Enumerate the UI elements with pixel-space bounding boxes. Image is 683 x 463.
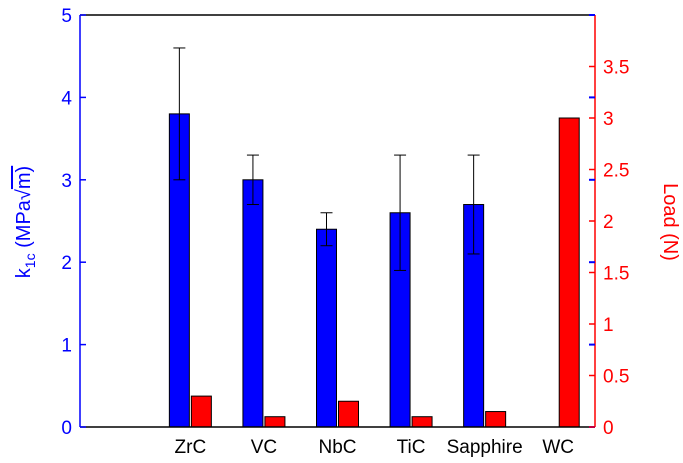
x-tick-label-vc: VC (251, 437, 277, 458)
y-axis-left-title-k: k (13, 267, 35, 278)
axes-layer (79, 14, 596, 428)
bars-layer (168, 113, 580, 428)
errorbar-nbc (320, 212, 333, 247)
errorbar-tic (394, 154, 407, 271)
x-tick-label-nbc: NbC (318, 437, 356, 458)
y-right-tick-label: 3.5 (603, 58, 629, 79)
x-tick-label-wc: WC (542, 437, 574, 458)
bar-load-tic (411, 416, 433, 428)
errorbar-sapphire (467, 154, 480, 255)
y-right-tick-label: 2 (603, 212, 614, 233)
y-axis-left-title: k1c (MPa√m) (13, 166, 38, 278)
ticks-layer: ZrC VC NbC TiC Sapphire WC 0 1 2 3 4 5 0 0.5 1 1.5 2 2.5 3… (61, 6, 629, 458)
x-tick-label-sapphire: Sapphire (447, 437, 523, 458)
bar-load-wc (558, 117, 580, 428)
y-right-tick-label: 1.5 (603, 264, 629, 285)
y-right-tick-label: 0 (603, 418, 614, 439)
y-axis-right-title: Load (N) (659, 183, 681, 261)
errorbars-layer (173, 47, 480, 271)
y-right-tick-label: 1 (603, 315, 614, 336)
y-axis-left-title-sqrt: √ (13, 189, 35, 200)
y-left-tick-label: 1 (61, 336, 72, 357)
x-tick-label-tic: TiC (397, 437, 426, 458)
y-left-tick-label: 5 (61, 6, 72, 27)
errorbar-vc (246, 154, 259, 206)
y-right-tick-label: 3 (603, 109, 614, 130)
bar-k1c-vc (242, 179, 264, 428)
y-left-tick-label: 2 (61, 253, 72, 274)
y-axis-left-title-unit: (MPa (13, 199, 35, 253)
bar-load-vc (264, 416, 286, 428)
bar-load-nbc (338, 400, 359, 428)
y-right-tick-label: 2.5 (603, 161, 629, 182)
bar-load-zrc (190, 395, 212, 428)
y-axis-left-title-subscript: 1c (22, 253, 38, 268)
errorbar-zrc (173, 47, 186, 181)
y-left-tick-label: 0 (61, 418, 72, 439)
bar-k1c-nbc (316, 228, 337, 428)
bar-load-sapphire (485, 411, 507, 428)
x-tick-label-zrc: ZrC (175, 437, 207, 458)
y-left-tick-label: 3 (61, 171, 72, 192)
y-right-tick-label: 0.5 (603, 367, 629, 388)
y-left-tick-label: 4 (61, 88, 72, 109)
y-axis-left-title-end: m) (13, 166, 35, 189)
